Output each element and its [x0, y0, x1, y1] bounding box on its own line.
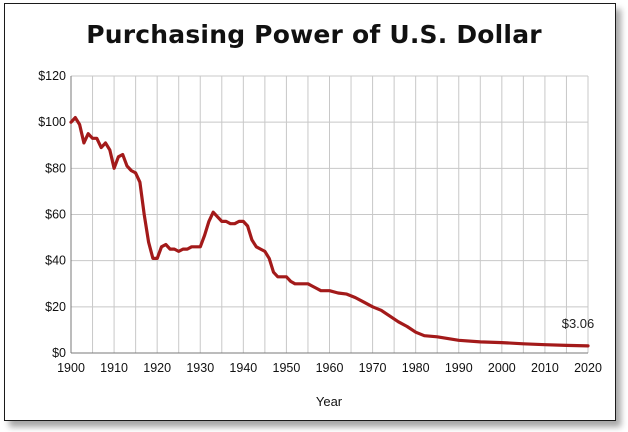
- x-axis-ticks: 1900 1910 1920 1930 1940 1950 1960 1970 1980 1990…: [57, 361, 602, 375]
- chart-title: Purchasing Power of U.S. Dollar: [86, 20, 542, 49]
- chart-frame: [4, 3, 616, 421]
- y-tick-label: $0: [52, 346, 66, 360]
- x-tick-label: 1910: [100, 361, 128, 375]
- x-tick-label: 1960: [316, 361, 344, 375]
- x-tick-label: 1950: [273, 361, 301, 375]
- x-tick-label: 1900: [57, 361, 85, 375]
- x-tick-label: 2010: [531, 361, 559, 375]
- y-tick-label: $60: [45, 208, 66, 222]
- y-tick-label: $100: [38, 115, 66, 129]
- y-tick-label: $20: [45, 300, 66, 314]
- y-tick-label: $80: [45, 161, 66, 175]
- x-tick-label: 2020: [574, 361, 602, 375]
- gridlines: [70, 75, 589, 354]
- x-tick-label: 1980: [402, 361, 430, 375]
- x-tick-label: 1940: [229, 361, 257, 375]
- y-tick-label: $40: [45, 254, 66, 268]
- purchasing-power-line: [69, 115, 590, 348]
- y-axis-ticks: $0 $20 $40 $60 $80 $100 $120: [38, 69, 66, 360]
- x-axis-label: Year: [316, 394, 343, 409]
- series-layer: [69, 115, 590, 348]
- y-tick-label: $120: [38, 69, 66, 83]
- x-tick-label: 1970: [359, 361, 387, 375]
- x-tick-label: 1920: [143, 361, 171, 375]
- x-tick-label: 2000: [488, 361, 516, 375]
- x-tick-label: 1990: [445, 361, 473, 375]
- end-value-label: $3.06: [562, 316, 595, 331]
- x-tick-label: 1930: [186, 361, 214, 375]
